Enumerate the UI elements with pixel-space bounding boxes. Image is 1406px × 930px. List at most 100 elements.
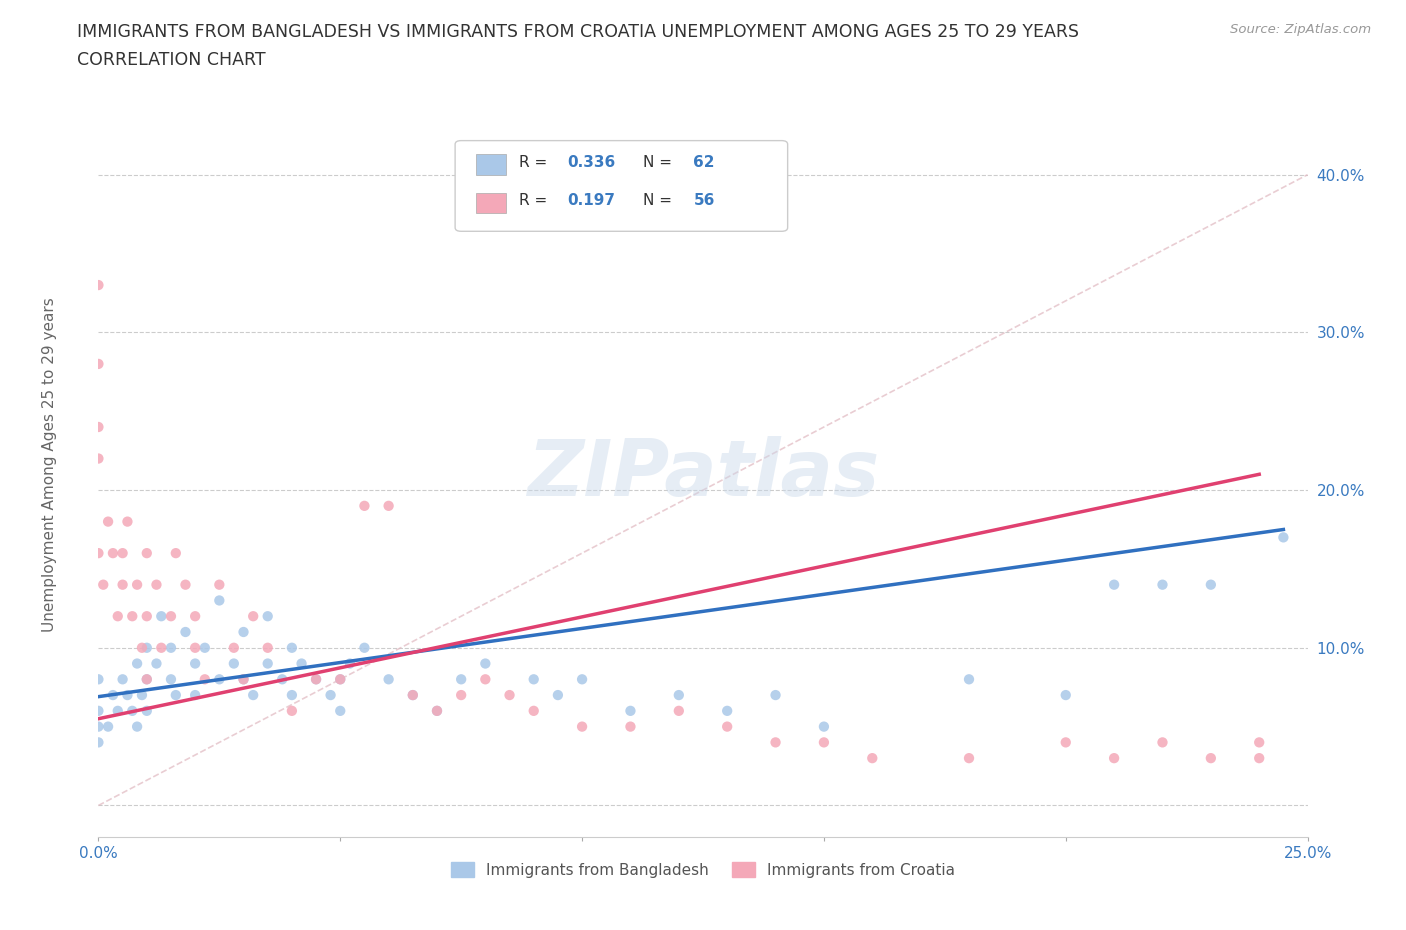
Point — [860, 751, 883, 765]
Point — [450, 671, 472, 686]
Point — [426, 703, 449, 718]
Point — [208, 671, 231, 686]
Point — [271, 671, 294, 686]
Point — [668, 687, 690, 702]
Point — [174, 578, 197, 592]
Point — [165, 687, 187, 702]
Point — [107, 609, 129, 624]
Point — [127, 719, 149, 734]
Point — [1054, 735, 1077, 750]
Text: N =: N = — [643, 155, 676, 170]
Text: Source: ZipAtlas.com: Source: ZipAtlas.com — [1230, 23, 1371, 36]
Point — [87, 735, 110, 750]
Point — [339, 656, 361, 671]
Point — [145, 656, 167, 671]
Point — [813, 735, 835, 750]
Point — [813, 719, 835, 734]
Point — [87, 356, 110, 371]
Point — [957, 671, 980, 686]
Point — [716, 703, 738, 718]
Point — [474, 656, 496, 671]
Point — [281, 687, 304, 702]
Point — [765, 687, 787, 702]
Point — [619, 703, 641, 718]
Point — [87, 719, 110, 734]
Point — [160, 609, 183, 624]
Point — [619, 719, 641, 734]
Point — [135, 671, 157, 686]
Point — [256, 641, 278, 656]
Point — [1199, 578, 1222, 592]
Point — [131, 687, 153, 702]
Point — [242, 687, 264, 702]
Point — [1199, 751, 1222, 765]
Point — [150, 641, 173, 656]
Point — [1152, 578, 1174, 592]
Text: R =: R = — [519, 155, 553, 170]
Text: 62: 62 — [693, 155, 714, 170]
Text: N =: N = — [643, 193, 676, 208]
Point — [1249, 735, 1271, 750]
Point — [135, 609, 157, 624]
Point — [117, 687, 139, 702]
Point — [571, 671, 593, 686]
Point — [208, 593, 231, 608]
Point — [232, 671, 254, 686]
Point — [957, 751, 980, 765]
Point — [547, 687, 569, 702]
Point — [222, 641, 245, 656]
Point — [160, 641, 183, 656]
Point — [281, 703, 304, 718]
Point — [329, 703, 352, 718]
Point — [305, 671, 328, 686]
Text: 0.197: 0.197 — [568, 193, 616, 208]
Point — [1102, 578, 1125, 592]
Text: 56: 56 — [693, 193, 714, 208]
Point — [111, 546, 134, 561]
Point — [101, 546, 124, 561]
Point — [184, 687, 207, 702]
Point — [97, 719, 120, 734]
Text: R =: R = — [519, 193, 553, 208]
Point — [165, 546, 187, 561]
Point — [87, 703, 110, 718]
Point — [498, 687, 520, 702]
Point — [135, 703, 157, 718]
Point — [329, 671, 352, 686]
Point — [716, 719, 738, 734]
Point — [329, 671, 352, 686]
Point — [131, 641, 153, 656]
Point — [353, 641, 375, 656]
Point — [232, 671, 254, 686]
Point — [668, 703, 690, 718]
Point — [1054, 687, 1077, 702]
Point — [426, 703, 449, 718]
Bar — [475, 154, 506, 175]
Point — [87, 671, 110, 686]
Point — [319, 687, 342, 702]
Point — [87, 451, 110, 466]
Point — [135, 641, 157, 656]
Point — [107, 703, 129, 718]
Point — [1249, 751, 1271, 765]
Point — [765, 735, 787, 750]
Point — [91, 578, 114, 592]
Point — [290, 656, 312, 671]
Point — [184, 656, 207, 671]
Point — [1102, 751, 1125, 765]
Text: CORRELATION CHART: CORRELATION CHART — [77, 51, 266, 69]
Point — [474, 671, 496, 686]
Point — [377, 498, 399, 513]
Point — [174, 625, 197, 640]
Text: IMMIGRANTS FROM BANGLADESH VS IMMIGRANTS FROM CROATIA UNEMPLOYMENT AMONG AGES 25: IMMIGRANTS FROM BANGLADESH VS IMMIGRANTS… — [77, 23, 1080, 41]
Point — [160, 671, 183, 686]
Point — [1272, 530, 1295, 545]
Point — [194, 641, 217, 656]
Point — [353, 498, 375, 513]
Point — [127, 656, 149, 671]
Point — [97, 514, 120, 529]
Point — [402, 687, 425, 702]
Point — [523, 703, 546, 718]
Point — [121, 609, 143, 624]
Point — [135, 671, 157, 686]
